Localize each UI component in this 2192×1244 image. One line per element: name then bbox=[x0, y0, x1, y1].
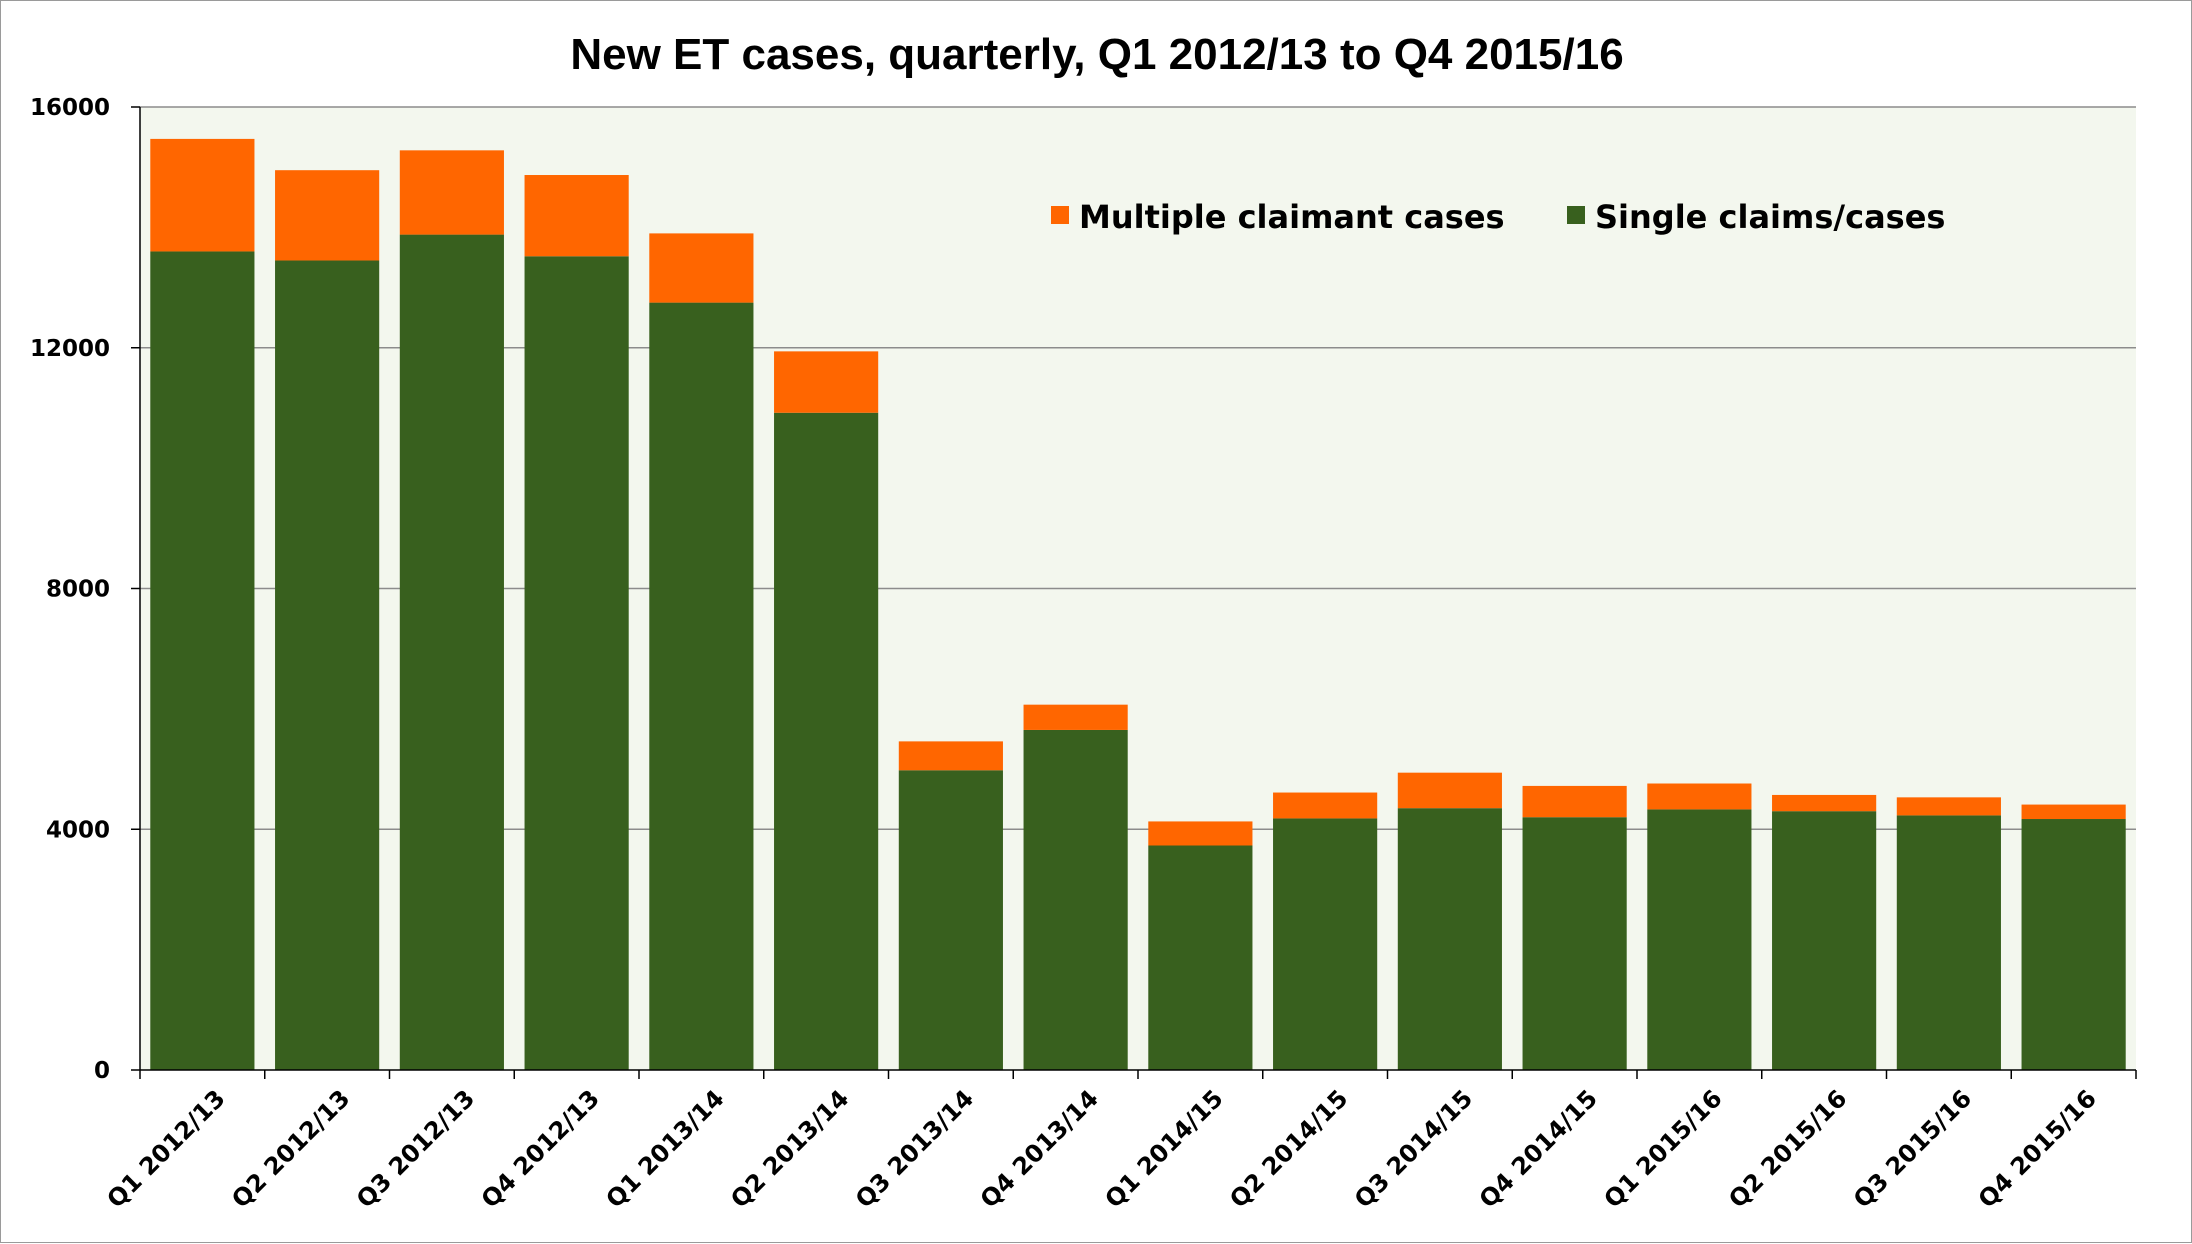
x-tick-label: Q4 2013/14 bbox=[975, 1084, 1104, 1213]
bar-multiple-claimant bbox=[774, 351, 879, 413]
bar-multiple-claimant bbox=[150, 138, 255, 252]
y-tick-label: 16000 bbox=[30, 95, 110, 121]
bar-multiple-claimant bbox=[399, 150, 504, 235]
x-tick-label: Q3 2014/15 bbox=[1349, 1084, 1478, 1213]
bar-multiple-claimant bbox=[1896, 797, 2001, 816]
x-tick-label: Q2 2013/14 bbox=[725, 1084, 854, 1213]
bar-single-claims bbox=[1522, 817, 1627, 1070]
x-tick-label: Q4 2014/15 bbox=[1474, 1084, 1603, 1213]
bar-single-claims bbox=[150, 251, 255, 1070]
bar-single-claims bbox=[1896, 815, 2001, 1070]
x-tick-label: Q4 2012/13 bbox=[476, 1084, 605, 1213]
bar-multiple-claimant bbox=[1273, 792, 1378, 819]
legend: Multiple claimant cases Single claims/cas… bbox=[1051, 198, 1945, 236]
x-tick-label: Q2 2015/16 bbox=[1723, 1084, 1852, 1213]
bar-single-claims bbox=[1397, 808, 1502, 1070]
x-tick-label: Q1 2014/15 bbox=[1100, 1084, 1229, 1213]
bar-multiple-claimant bbox=[1647, 783, 1752, 810]
y-tick-labels: 0 4000 8000 12000 16000 bbox=[30, 95, 110, 1084]
legend-label: Single claims/cases bbox=[1595, 198, 1945, 236]
x-tick-label: Q1 2015/16 bbox=[1599, 1084, 1728, 1213]
bar-multiple-claimant bbox=[1772, 794, 1877, 812]
bar-single-claims bbox=[898, 770, 1003, 1070]
bar-single-claims bbox=[649, 302, 754, 1070]
bar-single-claims bbox=[1023, 729, 1128, 1070]
bar-multiple-claimant bbox=[275, 170, 380, 261]
x-tick-label: Q2 2014/15 bbox=[1224, 1084, 1353, 1213]
x-tick-label: Q3 2013/14 bbox=[850, 1084, 979, 1213]
bar-single-claims bbox=[1647, 809, 1752, 1070]
bar-single-claims bbox=[275, 260, 380, 1070]
y-tick-label: 0 bbox=[94, 1058, 110, 1084]
bar-single-claims bbox=[399, 234, 504, 1070]
y-tick-label: 8000 bbox=[46, 577, 110, 603]
bar-single-claims bbox=[524, 256, 629, 1070]
bar-single-claims bbox=[1772, 811, 1877, 1070]
bar-multiple-claimant bbox=[1023, 704, 1128, 730]
bar-multiple-claimant bbox=[2021, 804, 2126, 820]
y-tick-label: 12000 bbox=[30, 336, 110, 362]
x-tick-label: Q1 2013/14 bbox=[601, 1084, 730, 1213]
x-tick-label: Q3 2012/13 bbox=[351, 1084, 480, 1213]
bar-single-claims bbox=[2021, 819, 2126, 1070]
legend-swatch bbox=[1567, 206, 1585, 224]
bar-multiple-claimant bbox=[1397, 772, 1502, 809]
bar-multiple-claimant bbox=[1522, 785, 1627, 818]
bar-multiple-claimant bbox=[898, 741, 1003, 771]
chart-title: New ET cases, quarterly, Q1 2012/13 to Q… bbox=[570, 30, 1623, 79]
x-tick-label: Q1 2012/13 bbox=[102, 1084, 231, 1213]
axes bbox=[131, 106, 2137, 1079]
bars bbox=[150, 138, 2126, 1070]
bar-single-claims bbox=[1148, 845, 1253, 1070]
x-tick-label: Q3 2015/16 bbox=[1848, 1084, 1977, 1213]
bar-multiple-claimant bbox=[1148, 821, 1253, 846]
x-tick-label: Q2 2012/13 bbox=[226, 1084, 355, 1213]
bar-multiple-claimant bbox=[649, 233, 754, 303]
x-tick-label: Q4 2015/16 bbox=[1973, 1084, 2102, 1213]
legend-label: Multiple claimant cases bbox=[1079, 198, 1505, 236]
bar-single-claims bbox=[774, 412, 879, 1070]
legend-swatch bbox=[1051, 206, 1069, 224]
bar-single-claims bbox=[1273, 818, 1378, 1070]
y-tick-label: 4000 bbox=[46, 817, 110, 843]
bar-multiple-claimant bbox=[524, 175, 629, 257]
